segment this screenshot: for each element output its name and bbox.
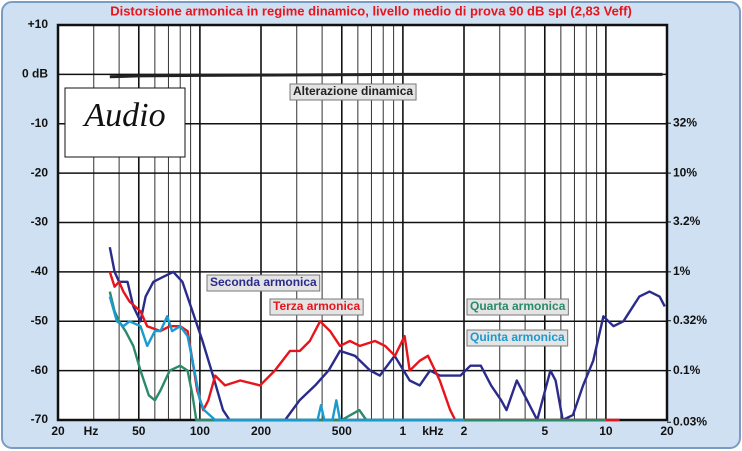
y-tick-label: -60 bbox=[31, 363, 49, 377]
series-line bbox=[108, 291, 606, 422]
series-label: Terza armonica bbox=[273, 299, 360, 313]
y2-tick-label: 1% bbox=[673, 264, 691, 278]
x-tick-label: 5 bbox=[541, 424, 548, 438]
x-tick-label: 50 bbox=[132, 424, 146, 438]
y-tick-label: -40 bbox=[31, 264, 49, 278]
logo-box bbox=[64, 87, 186, 158]
series-label: Seconda armonica bbox=[210, 275, 317, 289]
y2-tick-label: 32% bbox=[673, 115, 697, 129]
series-line bbox=[109, 72, 663, 79]
series-line bbox=[108, 271, 620, 422]
x-unit-label: Hz bbox=[84, 424, 99, 438]
y2-tick-label: 10% bbox=[673, 165, 697, 179]
y-tick-label: -50 bbox=[31, 313, 49, 327]
series-label: Quinta armonica bbox=[470, 330, 565, 344]
series-label-box bbox=[466, 329, 569, 347]
series-label-box bbox=[206, 274, 321, 292]
y2-tick-label: 0.1% bbox=[673, 363, 701, 377]
series-label-box bbox=[466, 298, 569, 316]
x-tick-label: 200 bbox=[251, 424, 271, 438]
chart-title: Distorsione armonica in regime dinamico,… bbox=[110, 3, 632, 18]
y2-tick-label: 3.2% bbox=[673, 214, 701, 228]
y2-tick-label: 0.03% bbox=[673, 414, 707, 428]
y-tick-label: +10 bbox=[28, 17, 49, 31]
x-tick-label: 1 bbox=[400, 424, 407, 438]
x-tick-label: 500 bbox=[332, 424, 352, 438]
series-label: Quarta armonica bbox=[470, 299, 566, 313]
series-label: Alterazione dinamica bbox=[293, 84, 413, 98]
series-line bbox=[108, 296, 464, 422]
x-tick-label: 20 bbox=[51, 424, 65, 438]
series-label-box bbox=[269, 298, 364, 316]
y2-tick-label: 0.32% bbox=[673, 313, 707, 327]
y-tick-label: -70 bbox=[31, 412, 49, 426]
y-tick-label: -30 bbox=[31, 215, 49, 229]
x-tick-label: 100 bbox=[190, 424, 210, 438]
x-tick-label: 10 bbox=[599, 424, 613, 438]
series-label-box bbox=[289, 83, 417, 101]
x-tick-label: 20 bbox=[660, 424, 674, 438]
series-line bbox=[108, 246, 666, 422]
x-unit-label: kHz bbox=[422, 424, 443, 438]
logo: Audio bbox=[82, 97, 165, 134]
y-tick-label: -20 bbox=[31, 165, 49, 179]
y-tick-label: -10 bbox=[31, 116, 49, 130]
y-tick-label: 0 dB bbox=[22, 67, 48, 81]
x-tick-label: 2 bbox=[461, 424, 468, 438]
